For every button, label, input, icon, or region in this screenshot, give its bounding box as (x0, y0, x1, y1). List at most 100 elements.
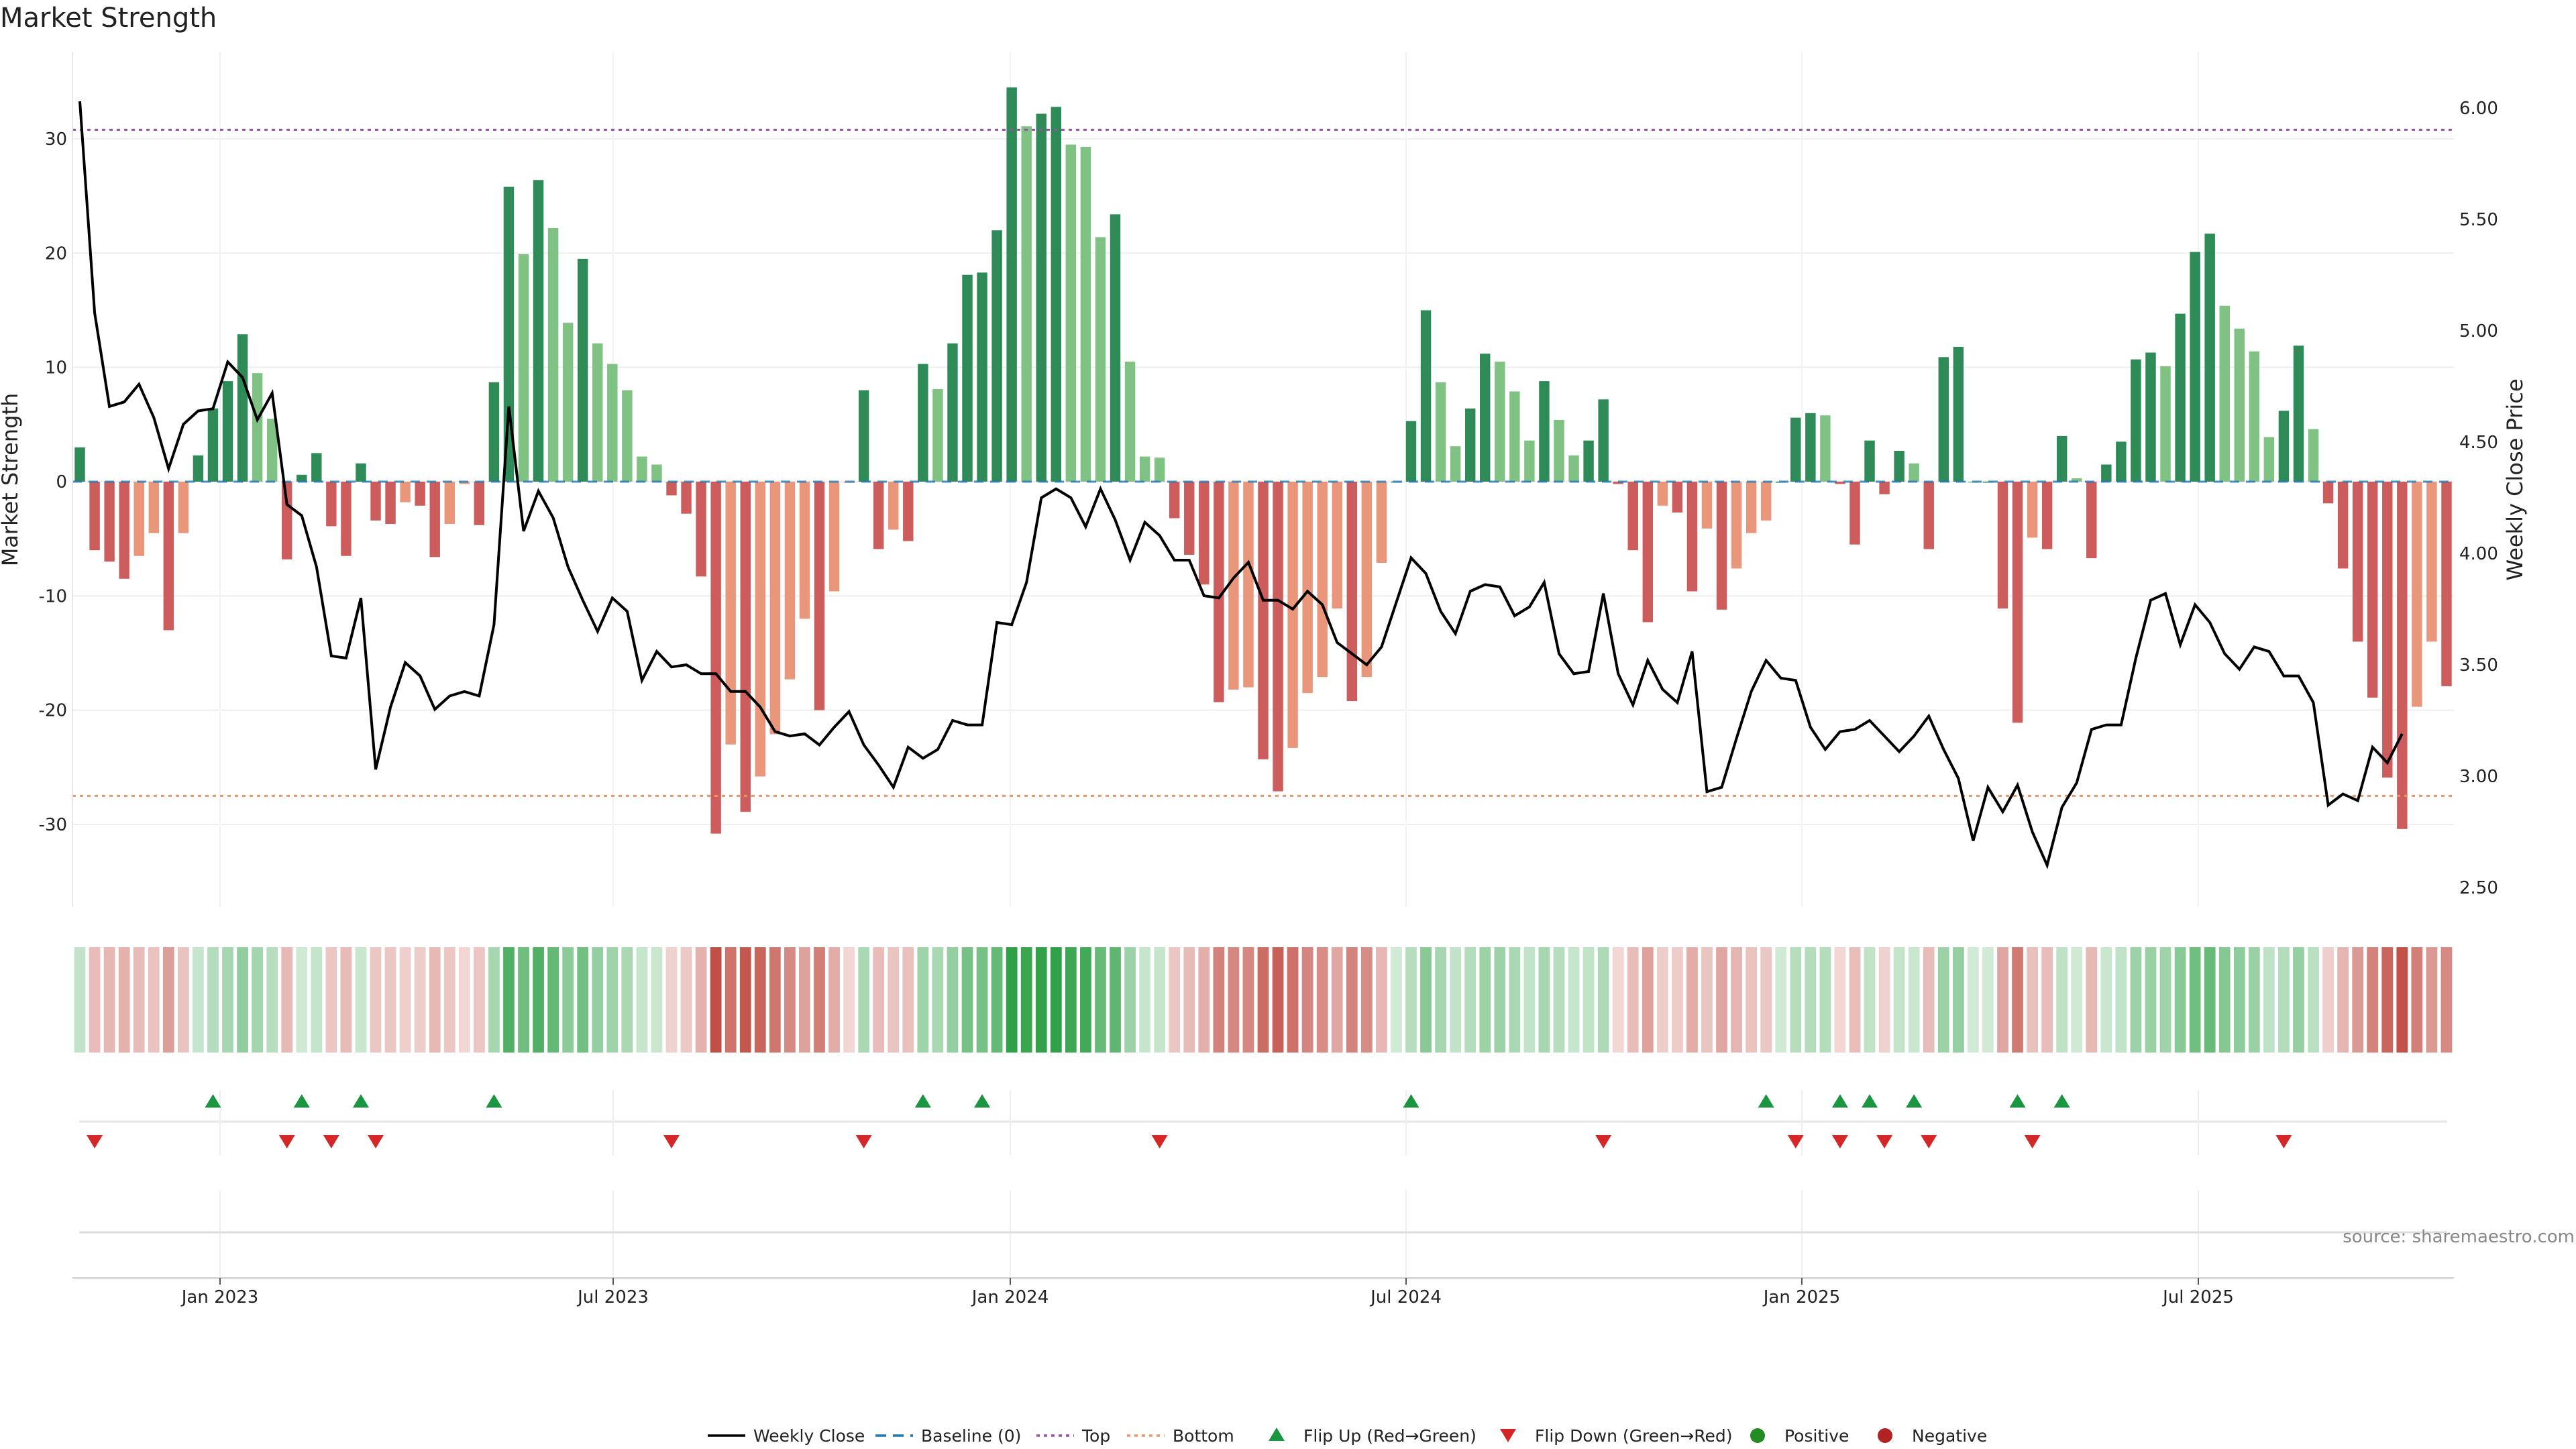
flip-up-marker (2053, 1094, 2070, 1108)
strength-bar (415, 482, 425, 506)
strip-cell (976, 947, 988, 1053)
strength-bar (2190, 252, 2200, 482)
strip-cell (1376, 947, 1387, 1053)
strip-cell (1228, 947, 1240, 1053)
strength-bar (666, 482, 677, 496)
strength-bar (799, 482, 810, 619)
strip-cell (2027, 947, 2038, 1053)
strength-bar (562, 323, 574, 482)
strength-bar (1124, 362, 1136, 482)
strength-bar (637, 456, 647, 482)
strip-cell (1050, 947, 1062, 1053)
strength-bar (918, 364, 928, 482)
flip-down-marker (1595, 1135, 1612, 1148)
strip-cell (2381, 947, 2394, 1053)
flip-up-marker (1862, 1094, 1878, 1108)
strip-cell (1095, 947, 1106, 1053)
strip-cell (2100, 947, 2112, 1053)
strength-bar (459, 482, 470, 484)
strip-cell (562, 947, 574, 1053)
strength-bar (1982, 482, 1994, 483)
strip-cell (384, 947, 396, 1053)
legend-label: Bottom (1173, 1426, 1234, 1446)
strip-cell (1878, 947, 1890, 1053)
strength-bar (1139, 456, 1150, 482)
strength-bar (1760, 482, 1772, 521)
y-left-title: Market Strength (0, 393, 23, 567)
legend-label: Baseline (0) (921, 1426, 1021, 1446)
strength-bar (1894, 451, 1904, 482)
flip-up-marker (205, 1094, 221, 1108)
strip-cell (1154, 947, 1166, 1053)
strip-cell (1923, 947, 1935, 1053)
strength-bar (1509, 391, 1520, 482)
strip-cell (1597, 947, 1609, 1053)
strip-cell (843, 947, 855, 1053)
strip-cell (1360, 947, 1373, 1053)
strength-bar (725, 482, 736, 745)
strength-bar (1627, 482, 1638, 551)
strip-cell (1716, 947, 1727, 1053)
strip-cell (917, 947, 929, 1053)
strip-cell (222, 947, 233, 1053)
strip-cell (1908, 947, 1920, 1053)
strip-cell (651, 947, 663, 1053)
strip-cell (636, 947, 648, 1053)
strip-cell (1642, 947, 1654, 1053)
strip-cell (1701, 947, 1713, 1053)
strip-cell (592, 947, 604, 1053)
strip-cell (2056, 947, 2068, 1053)
reference-lines (72, 128, 2454, 797)
strength-bar (577, 258, 588, 482)
strength-bar (2352, 482, 2363, 642)
legend-item: Flip Down (Green→Red) (1500, 1426, 1733, 1446)
strip-cell (1819, 947, 1831, 1053)
strip-cell (2145, 947, 2157, 1053)
strip-cell (695, 947, 707, 1053)
strip-cell (473, 947, 485, 1053)
strip-cell (1065, 947, 1077, 1053)
strength-bar (2204, 233, 2215, 482)
strip-cell (266, 947, 278, 1053)
strength-bar (1539, 381, 1550, 482)
strip-cell (2233, 947, 2245, 1053)
strength-bar (769, 482, 781, 735)
strip-cell (2174, 947, 2186, 1053)
y-left-tick-label: 20 (45, 244, 67, 264)
strength-bar (148, 482, 159, 533)
strip-cell (518, 947, 529, 1053)
legend-swatch (1500, 1429, 1516, 1442)
flip-up-marker (1906, 1094, 1923, 1108)
strip-cell (1257, 947, 1269, 1053)
strip-cell (177, 947, 189, 1053)
strip-cell (1952, 947, 1964, 1053)
legend-label: Top (1081, 1426, 1110, 1446)
strength-bar (740, 482, 751, 812)
strip-cell (2352, 947, 2364, 1053)
strip-cell (2293, 947, 2304, 1053)
y-right-tick-label: 4.50 (2459, 433, 2498, 453)
strength-bar (518, 254, 529, 482)
flip-up-marker (1758, 1094, 1774, 1108)
x-tick-label: Jan 2024 (971, 1287, 1049, 1307)
strength-bar (311, 453, 322, 482)
strength-bar (681, 482, 692, 514)
strength-bar (1036, 113, 1046, 482)
flip-down-marker (1151, 1135, 1168, 1148)
strength-bar (622, 390, 633, 482)
strength-bar (1731, 482, 1742, 569)
strip-cell (1287, 947, 1299, 1053)
strip-cell (1494, 947, 1506, 1053)
flip-down-marker (1831, 1135, 1848, 1148)
strength-bar (1169, 482, 1180, 519)
strip-cell (370, 947, 382, 1053)
x-axis: Jan 2023 Jul 2023 Jan 2024 Jul 2024 Jan 2025… (180, 1278, 2234, 1307)
strength-bar (903, 482, 914, 541)
strip-cell (961, 947, 973, 1053)
strength-bar (2397, 482, 2408, 829)
strength-bar (814, 482, 825, 710)
y-left-tick-label: 10 (45, 358, 67, 378)
strength-bar (297, 474, 307, 482)
strength-bar (429, 482, 440, 557)
strip-cell (1627, 947, 1639, 1053)
